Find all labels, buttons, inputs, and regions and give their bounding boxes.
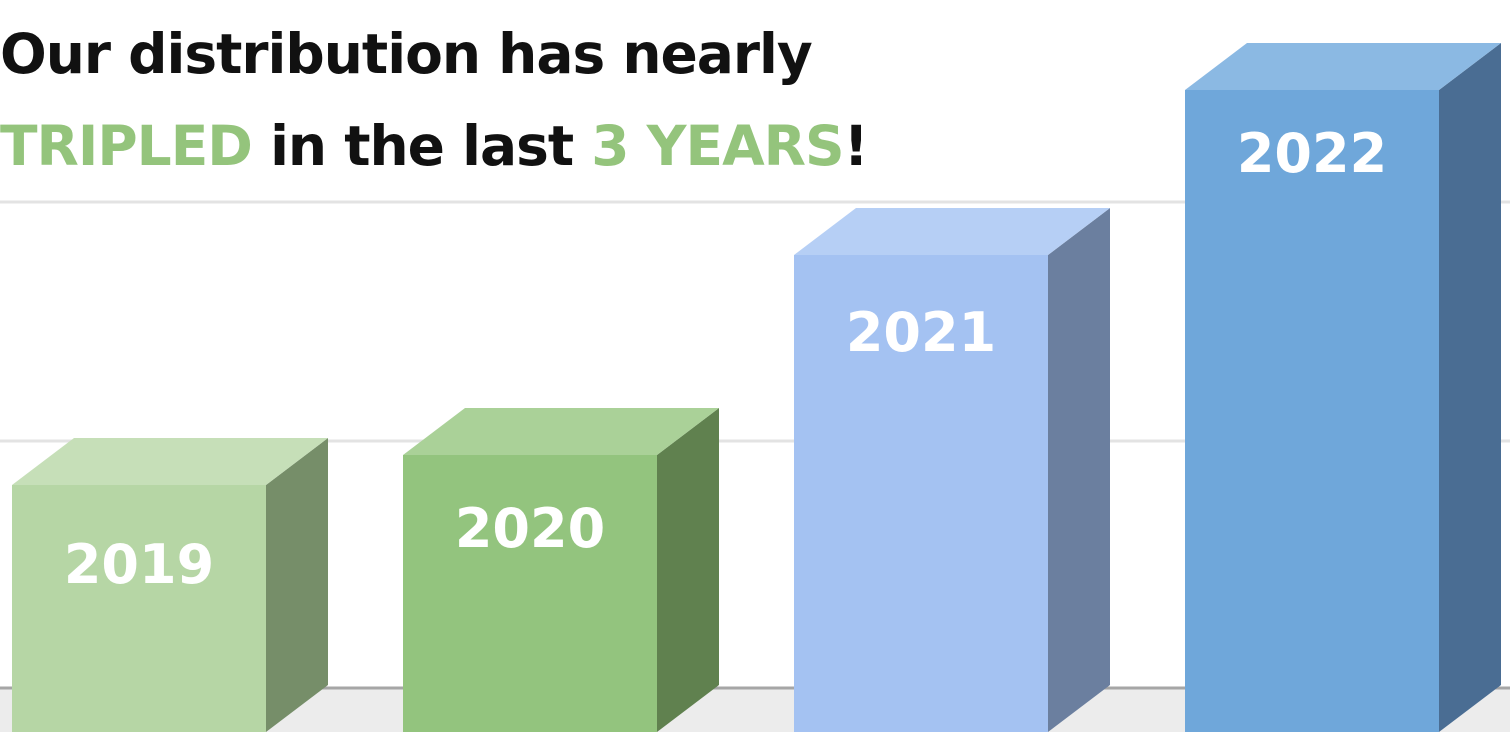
chart-title: Our distribution has nearly TRIPLED in t… xyxy=(0,8,940,192)
bar-top-2021 xyxy=(794,208,1110,255)
bars xyxy=(12,43,1501,732)
bar-side-2019 xyxy=(266,438,328,732)
bar-front-2022 xyxy=(1185,90,1439,732)
bar-top-2020 xyxy=(403,408,719,455)
bar-front-2019 xyxy=(12,485,266,732)
bar-2020 xyxy=(403,408,719,732)
bar-2019 xyxy=(12,438,328,732)
title-middle-text: in the last xyxy=(251,114,592,178)
data-label-2020: 2020 xyxy=(455,497,605,560)
bar-front-2020 xyxy=(403,455,657,732)
title-line-1: Our distribution has nearly xyxy=(0,22,813,86)
bar-2022 xyxy=(1185,43,1501,732)
title-end-mark: ! xyxy=(843,114,869,178)
bar-front-2021 xyxy=(794,255,1048,732)
title-highlight-years: 3 YEARS xyxy=(591,114,844,178)
bar-top-2019 xyxy=(12,438,328,485)
bar-top-2022 xyxy=(1185,43,1501,90)
bar-2021 xyxy=(794,208,1110,732)
data-label-2021: 2021 xyxy=(846,301,996,364)
data-labels: 2019 2020 2021 2022 xyxy=(64,122,1387,596)
bar-side-2022 xyxy=(1439,43,1501,732)
title-highlight-tripled: TRIPLED xyxy=(0,114,253,178)
data-label-2022: 2022 xyxy=(1237,122,1387,185)
data-label-2019: 2019 xyxy=(64,533,214,596)
bar-side-2021 xyxy=(1048,208,1110,732)
bar-side-2020 xyxy=(657,408,719,732)
